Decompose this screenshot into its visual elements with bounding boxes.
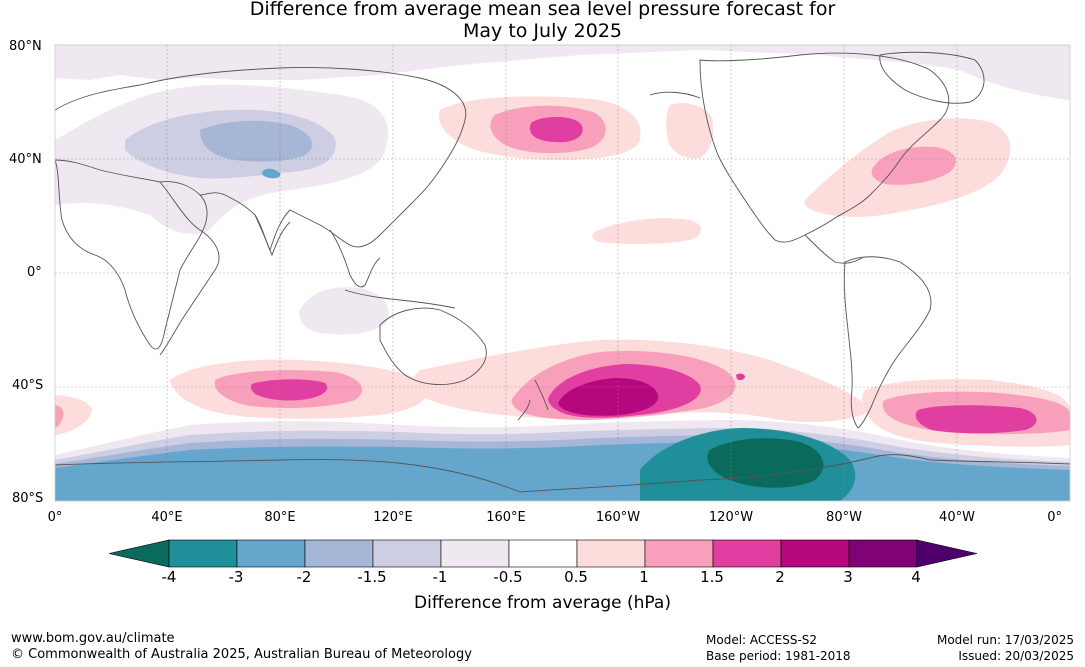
- colorbar-tick: 1.5: [700, 568, 724, 586]
- colorbar-tick: 1: [639, 568, 649, 586]
- anomaly-natl-pink: [871, 146, 956, 185]
- coast-antarctica: [55, 454, 1070, 493]
- colorbar-tick: 2: [775, 568, 785, 586]
- lon-label-120e: 120°E: [373, 510, 413, 525]
- colorbar-swatch: [236, 539, 306, 568]
- colorbar-tick: -1.5: [357, 568, 387, 586]
- colorbar-tick: -2: [296, 568, 312, 586]
- coast-indonesia: [344, 289, 456, 309]
- lon-label-0-right: 0°: [1047, 510, 1062, 525]
- colorbar-tick: -1: [432, 568, 448, 586]
- lat-label-40s: 40°S: [12, 378, 44, 393]
- colorbar-tick: -0.5: [493, 568, 523, 586]
- coast-alaska: [649, 91, 701, 99]
- colorbar: [108, 539, 978, 568]
- anomaly-alaska-light: [666, 103, 714, 159]
- colorbar-swatch: [372, 539, 442, 568]
- lon-label-80e: 80°E: [264, 510, 296, 525]
- anomaly-arctic-negative: [55, 45, 1070, 100]
- coast-australia: [379, 307, 487, 385]
- lon-label-40w: 40°W: [939, 510, 975, 525]
- colorbar-extend-low: [108, 539, 170, 568]
- colorbar-swatch: [644, 539, 714, 568]
- colorbar-tick: 0.5: [564, 568, 588, 586]
- lon-label-160w: 160°W: [595, 510, 641, 525]
- footer-issued: Issued: 20/03/2025: [958, 649, 1074, 663]
- coast-india: [254, 214, 291, 257]
- colorbar-swatch: [508, 539, 578, 568]
- colorbar-extend-high: [916, 539, 978, 568]
- colorbar-tick: -3: [228, 568, 244, 586]
- colorbar-swatch: [848, 539, 918, 568]
- map-frame: [54, 44, 1071, 502]
- coast-se-asia: [329, 229, 381, 288]
- anomaly-south-atlantic-magenta: [915, 405, 1037, 434]
- colorbar-swatch: [168, 539, 238, 568]
- coast-central-america: [804, 234, 863, 264]
- lon-label-80w: 80°W: [826, 510, 862, 525]
- footer-base-period: Base period: 1981-2018: [706, 649, 851, 663]
- coast-africa-east: [159, 181, 220, 356]
- lat-label-40n: 40°N: [9, 152, 42, 167]
- anomaly-asia-blue: [200, 120, 313, 162]
- colorbar-tick: 3: [843, 568, 853, 586]
- coast-south-america: [843, 256, 932, 429]
- anomaly-south-indian-magenta: [250, 379, 328, 401]
- lat-label-80n: 80°N: [9, 39, 42, 54]
- title-line-1: Difference from average mean sea level p…: [249, 0, 836, 20]
- anomaly-antarctic-dark: [707, 438, 824, 488]
- colorbar-title: Difference from average (hPa): [414, 593, 671, 613]
- colorbar-swatch: [780, 539, 850, 568]
- lon-label-0-left: 0°: [47, 510, 63, 525]
- footer-website: www.bom.gov.au/climate: [11, 631, 175, 646]
- lat-label-80s: 80°S: [12, 491, 44, 506]
- lat-label-0: 0°: [27, 265, 42, 280]
- footer-copyright: © Commonwealth of Australia 2025, Austra…: [11, 647, 472, 662]
- anomaly-south-pacific-deep: [558, 378, 659, 416]
- coast-new-zealand: [517, 379, 549, 421]
- anomaly-west-edge-pink: [55, 405, 64, 428]
- lon-label-120w: 120°W: [708, 510, 754, 525]
- colorbar-tick: 4: [911, 568, 921, 586]
- lon-label-40e: 40°E: [151, 510, 183, 525]
- coastlines: [55, 51, 1070, 493]
- coast-greenland: [879, 51, 985, 104]
- anomaly-west-edge-light: [55, 395, 92, 435]
- colorbar-tick: -4: [161, 568, 177, 586]
- colorbar-swatch: [576, 539, 646, 568]
- chart-title: Difference from average mean sea level p…: [0, 0, 1085, 42]
- colorbar-swatch: [440, 539, 510, 568]
- anomaly-npac-magenta: [529, 116, 583, 143]
- colorbar-swatch: [304, 539, 374, 568]
- anomaly-small-magenta-spot: [736, 373, 745, 381]
- anomaly-tibet-spot: [261, 168, 281, 179]
- coast-europe-africa-west: [55, 159, 208, 350]
- colorbar-swatch: [712, 539, 782, 568]
- lon-label-160e: 160°E: [486, 510, 526, 525]
- anomaly-subtropical-pacific: [592, 218, 702, 245]
- footer-model: Model: ACCESS-S2: [706, 633, 818, 647]
- coast-north-america: [699, 52, 950, 243]
- anomaly-fields: [55, 45, 1070, 501]
- anomaly-indian-ocean-light: [299, 287, 389, 335]
- title-line-2: May to July 2025: [463, 20, 622, 42]
- footer-model-run: Model run: 17/03/2025: [936, 633, 1074, 647]
